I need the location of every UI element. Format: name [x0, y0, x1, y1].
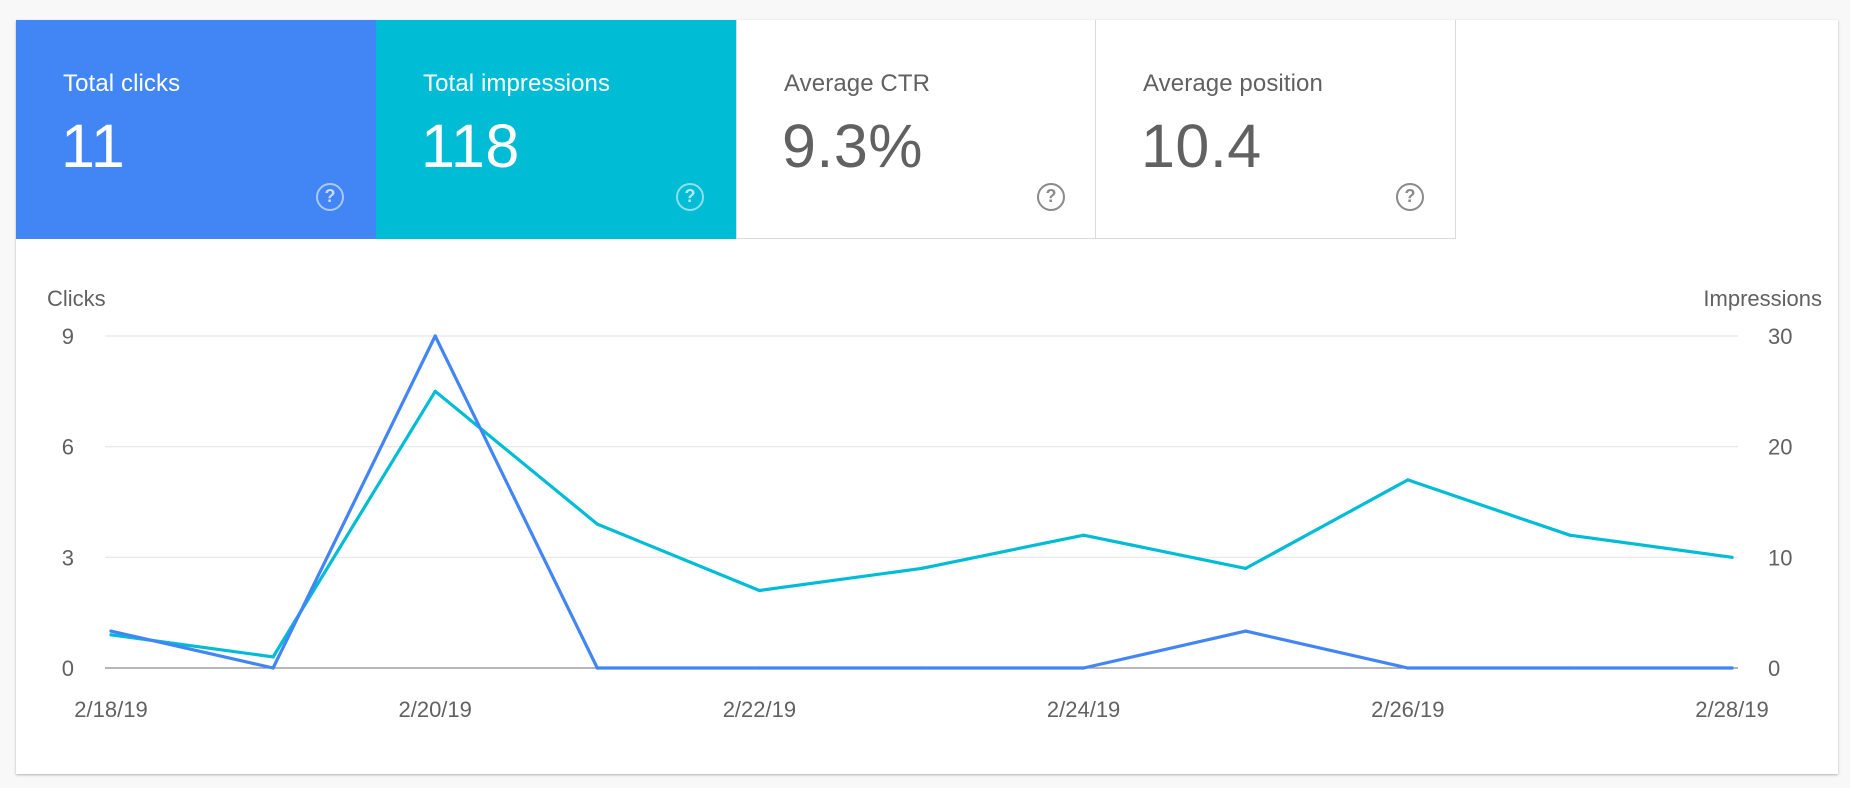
impressions-data-point — [1730, 555, 1734, 559]
total-impressions-tile[interactable]: Total impressions 118 ? — [376, 20, 736, 239]
clicks-data-point — [109, 629, 113, 633]
impressions-data-point — [1568, 533, 1572, 537]
y-right-tick-label: 30 — [1768, 324, 1792, 349]
average-position-label: Average position — [1143, 70, 1323, 97]
clicks-data-point — [1406, 666, 1410, 670]
y-left-tick-label: 9 — [62, 324, 74, 349]
x-tick-label: 2/28/19 — [1695, 697, 1768, 722]
total-clicks-tile[interactable]: Total clicks 11 ? — [16, 20, 376, 239]
y-right-tick-label: 0 — [1768, 656, 1780, 681]
performance-chart[interactable]: Clicks Impressions 0 3 6 9 0 10 20 30 2/18/19 2/20/… — [16, 20, 1838, 774]
x-tick-label: 2/26/19 — [1371, 697, 1444, 722]
clicks-series-line — [109, 334, 1734, 670]
clicks-data-point — [919, 666, 924, 670]
clicks-data-point — [433, 334, 437, 338]
clicks-data-point — [271, 666, 275, 670]
impressions-data-point — [271, 655, 275, 659]
average-position-value: 10.4 — [1141, 112, 1262, 180]
impressions-data-point — [1406, 478, 1410, 482]
x-tick-label: 2/20/19 — [398, 697, 471, 722]
y-left-tick-label: 3 — [62, 545, 74, 570]
impressions-data-point — [595, 522, 599, 526]
average-ctr-tile[interactable]: Average CTR 9.3% ? — [736, 20, 1096, 239]
clicks-data-point — [1082, 666, 1086, 670]
total-clicks-label: Total clicks — [63, 70, 181, 97]
help-icon[interactable]: ? — [1037, 183, 1065, 211]
clicks-data-point — [595, 666, 599, 670]
help-icon[interactable]: ? — [1396, 183, 1424, 211]
total-impressions-value: 118 — [421, 112, 520, 180]
y-axis-right-label: Impressions — [1703, 286, 1822, 311]
x-tick-label: 2/18/19 — [74, 697, 147, 722]
impressions-data-point — [757, 588, 762, 593]
impressions-data-point — [433, 389, 437, 393]
total-clicks-value: 11 — [61, 112, 126, 180]
y-left-tick-label: 6 — [62, 435, 74, 460]
help-icon[interactable]: ? — [316, 183, 344, 211]
y-right-tick-label: 10 — [1768, 545, 1792, 570]
clicks-data-point — [757, 666, 762, 670]
performance-card: Total clicks 11 ? Total impressions 118 … — [16, 20, 1838, 774]
metric-tiles: Total clicks 11 ? Total impressions 118 … — [16, 20, 1456, 239]
help-icon[interactable]: ? — [676, 183, 704, 211]
impressions-data-point — [1082, 533, 1086, 537]
impressions-data-point — [1244, 566, 1248, 571]
average-ctr-label: Average CTR — [784, 70, 931, 97]
y-right-tick-label: 20 — [1768, 435, 1792, 460]
x-tick-label: 2/24/19 — [1047, 697, 1120, 722]
clicks-data-point — [1244, 629, 1248, 633]
y-left-tick-label: 0 — [62, 656, 74, 681]
impressions-data-point — [109, 633, 113, 637]
clicks-data-point — [1568, 666, 1572, 670]
impressions-series-line — [109, 389, 1734, 659]
clicks-data-point — [1730, 666, 1734, 670]
y-axis-left-label: Clicks — [47, 286, 106, 311]
x-tick-label: 2/22/19 — [723, 697, 796, 722]
average-ctr-value: 9.3% — [782, 112, 924, 180]
total-impressions-label: Total impressions — [423, 70, 611, 97]
average-position-tile[interactable]: Average position 10.4 ? — [1096, 20, 1456, 239]
impressions-data-point — [919, 566, 924, 571]
